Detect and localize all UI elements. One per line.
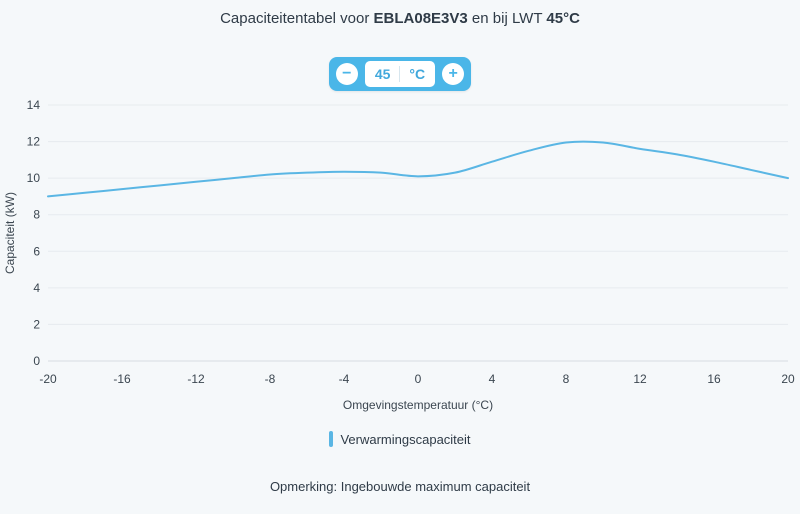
svg-text:4: 4 (33, 281, 40, 295)
svg-text:0: 0 (415, 372, 422, 386)
temperature-display: 45 °C (364, 61, 436, 87)
minus-icon: − (342, 65, 352, 82)
svg-text:-12: -12 (187, 372, 205, 386)
svg-text:Omgevingstemperatuur (°C): Omgevingstemperatuur (°C) (343, 398, 493, 412)
svg-text:8: 8 (33, 208, 40, 222)
temperature-stepper: − 45 °C + (328, 57, 472, 91)
svg-text:6: 6 (33, 244, 40, 258)
svg-text:12: 12 (27, 135, 41, 149)
lwt-value: 45°C (546, 10, 580, 27)
svg-text:-8: -8 (265, 372, 276, 386)
capacity-chart: 0 2 4 6 8 10 12 14 -20 -16 -12 -8 -4 0 4 8 12 16 20 Omgevin… (3, 98, 795, 412)
svg-text:2: 2 (33, 317, 40, 331)
svg-text:8: 8 (563, 372, 570, 386)
temperature-value: 45 (374, 66, 391, 82)
chart-area: 0 2 4 6 8 10 12 14 -20 -16 -12 -8 -4 0 4 8 12 16 20 Omgevin… (0, 97, 800, 417)
temperature-unit: °C (409, 66, 426, 82)
chart-legend: Verwarmingscapaciteit (329, 431, 471, 447)
legend-label: Verwarmingscapaciteit (340, 431, 471, 447)
svg-text:10: 10 (27, 171, 41, 185)
svg-text:Capaciteit (kW): Capaciteit (kW) (3, 192, 17, 274)
plus-icon: + (448, 65, 458, 82)
svg-text:20: 20 (781, 372, 795, 386)
decrease-temp-button[interactable]: − (335, 63, 358, 85)
svg-text:12: 12 (633, 372, 647, 386)
svg-text:16: 16 (707, 372, 721, 386)
increase-temp-button[interactable]: + (442, 63, 465, 85)
svg-text:0: 0 (33, 354, 40, 368)
svg-text:-4: -4 (339, 372, 350, 386)
page-title: Capaciteitentabel voor EBLA08E3V3 en bij… (220, 10, 580, 27)
title-prefix: Capaciteitentabel voor (220, 10, 374, 27)
legend-marker (329, 431, 334, 447)
model-name: EBLA08E3V3 (373, 10, 468, 27)
svg-text:14: 14 (27, 98, 41, 112)
svg-text:4: 4 (489, 372, 496, 386)
stepper-divider (399, 66, 401, 82)
svg-text:-16: -16 (113, 372, 131, 386)
title-middle: en bij LWT (467, 10, 547, 27)
footer-note: Opmerking: Ingebouwde maximum capaciteit (269, 479, 531, 494)
svg-text:-20: -20 (39, 372, 57, 386)
